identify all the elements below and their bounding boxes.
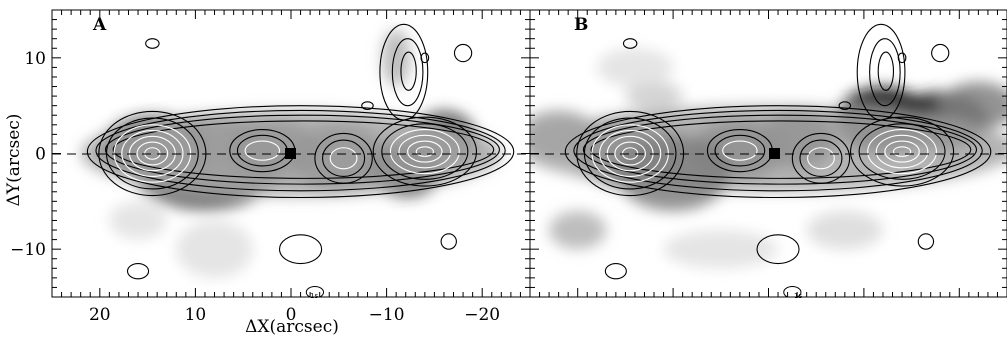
x-axis-title: ΔX(arcsec) — [245, 317, 339, 337]
panel-label: B — [574, 15, 588, 35]
contour-level — [599, 129, 662, 178]
greyscale-blob — [625, 81, 683, 111]
y-tick-label: 0 — [35, 145, 46, 165]
contour-level — [86, 105, 515, 199]
contour-level — [931, 43, 950, 63]
panel-a: A 1s — [51, 9, 531, 300]
contour-level — [244, 140, 281, 161]
beam-ellipse — [783, 285, 802, 297]
y-tick-label: 10 — [24, 49, 46, 69]
greyscale-blob — [109, 201, 167, 240]
contour-level — [838, 101, 852, 111]
beam-ellipse — [305, 285, 325, 297]
contour-level — [583, 117, 677, 190]
contour-level — [590, 120, 972, 179]
panel-b: B 1s — [529, 9, 1007, 300]
contour-level — [453, 43, 473, 63]
tick-marks — [51, 9, 531, 298]
contour-level — [321, 139, 366, 178]
contour-level — [381, 123, 469, 180]
x-tick-labels: 20 10 0 −10 −20 — [89, 305, 500, 325]
contour-level — [799, 139, 843, 178]
contour-level — [867, 129, 937, 175]
greyscale-blob — [596, 48, 674, 87]
contour-level — [614, 141, 646, 166]
contour-level — [400, 51, 417, 91]
contour-level — [604, 262, 627, 280]
contour-level — [714, 134, 766, 167]
x-tick-label: −10 — [369, 305, 405, 325]
contour-level — [722, 140, 758, 161]
contour-level — [582, 114, 978, 185]
contour-level — [884, 140, 920, 163]
contour-level — [420, 52, 430, 64]
contour-level — [126, 262, 150, 280]
contour-level — [849, 116, 955, 187]
beam-label: 1s — [794, 292, 802, 300]
contour-level — [564, 105, 992, 199]
contour-level — [391, 38, 424, 107]
contour-level — [145, 38, 160, 49]
greyscale-blob — [549, 210, 607, 250]
contour-level — [573, 109, 983, 192]
center-marker — [285, 148, 296, 159]
contour-level — [105, 117, 199, 190]
tick-marks — [529, 9, 1007, 298]
greyscale-blob — [806, 210, 883, 250]
contour-level — [877, 51, 895, 91]
contour-level — [379, 23, 429, 121]
contour-level — [136, 141, 169, 166]
contour-level — [104, 114, 500, 185]
contour-level — [856, 23, 906, 121]
contour-level — [858, 123, 946, 180]
beam-label: 1s — [310, 292, 318, 300]
greyscale-blob — [381, 29, 411, 87]
contour-level — [95, 109, 506, 192]
contour-level — [389, 129, 460, 175]
contour-overlay — [564, 23, 992, 297]
greyscale-blob — [940, 81, 1007, 130]
contour-level — [875, 134, 929, 169]
contour-level — [807, 147, 835, 170]
contour-level — [791, 132, 851, 184]
y-tick-labels: 10 0 −10 — [10, 49, 46, 260]
contour-level — [415, 146, 434, 157]
panel-label: A — [92, 15, 107, 35]
contour-level — [892, 146, 912, 157]
contour-level — [756, 234, 800, 265]
x-tick-label: 0 — [286, 305, 297, 325]
contour-level — [314, 132, 373, 184]
x-tick-label: −20 — [464, 305, 500, 325]
contour-level — [407, 140, 443, 163]
contour-level — [329, 147, 358, 170]
center-marker — [769, 148, 780, 159]
contour-level — [372, 116, 478, 187]
greyscale-blob — [663, 230, 779, 269]
contour-level — [917, 233, 935, 250]
contour-level — [897, 52, 907, 64]
y-axis-title: ΔY(arcsec) — [4, 114, 24, 207]
contour-level — [278, 234, 323, 265]
contour-level — [121, 129, 184, 178]
contour-level — [112, 120, 495, 179]
contour-overlay — [86, 23, 515, 297]
contour-level — [440, 233, 457, 250]
greyscale-blob — [176, 220, 253, 278]
contour-level — [869, 38, 901, 107]
contour-level — [398, 134, 452, 169]
contour-level — [361, 101, 374, 111]
contour-level — [622, 38, 638, 49]
x-tick-label: 20 — [89, 305, 111, 325]
y-tick-label: −10 — [10, 240, 46, 260]
x-tick-label: 10 — [185, 305, 207, 325]
greyscale-image — [530, 48, 1007, 269]
